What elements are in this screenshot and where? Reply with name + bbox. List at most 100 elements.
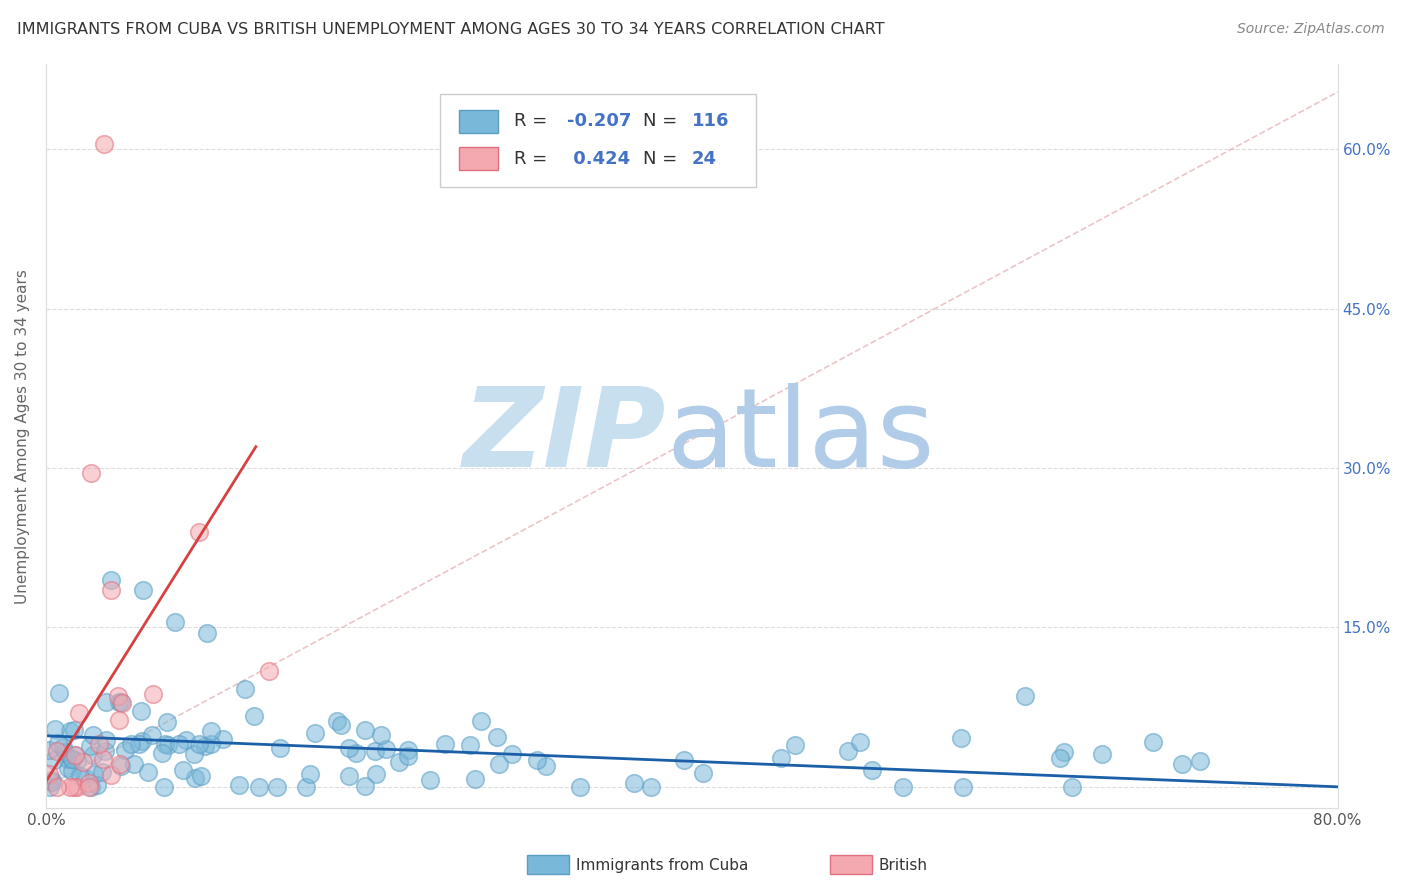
Point (131, 734, 153, 748)
Point (1142, 735, 1164, 749)
Text: 0.424: 0.424 (567, 150, 630, 168)
Point (188, 524, 211, 539)
Point (849, 735, 872, 749)
Point (433, 738, 456, 752)
Point (152, 780, 174, 794)
Point (100, 583, 122, 598)
Point (63, 747, 86, 762)
Point (94, 744, 117, 758)
Text: 24: 24 (692, 150, 717, 168)
Point (41, 775, 63, 789)
Point (38, 767, 60, 781)
Text: British: British (879, 858, 928, 872)
Point (66, 780, 89, 794)
Point (111, 697, 134, 711)
Text: R =: R = (513, 150, 553, 168)
Point (41, 773, 63, 788)
Point (1060, 780, 1083, 794)
Point (1053, 745, 1076, 759)
Point (100, 573, 122, 587)
Bar (460, 111, 498, 133)
Point (46, 736, 69, 750)
Point (194, 739, 217, 753)
Point (534, 758, 557, 772)
Point (233, 682, 256, 697)
Text: -0.207: -0.207 (567, 112, 631, 130)
Point (167, 737, 190, 751)
Point (72, 755, 94, 769)
Text: 116: 116 (692, 112, 730, 130)
Point (132, 583, 155, 598)
Point (242, 708, 264, 723)
Point (79, 739, 101, 753)
Point (470, 714, 492, 728)
Point (388, 756, 411, 770)
Text: IMMIGRANTS FROM CUBA VS BRITISH UNEMPLOYMENT AMONG AGES 30 TO 34 YEARS CORRELATI: IMMIGRANTS FROM CUBA VS BRITISH UNEMPLOY… (17, 22, 884, 37)
Point (136, 764, 159, 779)
Text: Source: ZipAtlas.com: Source: ZipAtlas.com (1237, 22, 1385, 37)
Point (107, 689, 129, 703)
Point (464, 772, 486, 787)
Point (949, 731, 972, 745)
Point (60, 752, 83, 766)
Point (94, 695, 117, 709)
Point (228, 778, 250, 792)
Point (1091, 747, 1114, 761)
Text: R =: R = (513, 112, 553, 130)
Point (91, 752, 114, 766)
Point (67, 706, 90, 720)
Point (337, 740, 360, 755)
Point (344, 747, 367, 761)
Point (783, 738, 806, 752)
Point (114, 742, 136, 756)
Point (952, 780, 974, 794)
Point (396, 748, 419, 763)
Text: ZIP: ZIP (463, 383, 666, 490)
Point (370, 728, 392, 742)
Point (190, 768, 212, 782)
Point (769, 751, 792, 765)
Point (150, 746, 173, 760)
Point (82, 728, 104, 742)
Point (458, 738, 481, 752)
Point (156, 715, 179, 730)
Point (329, 718, 352, 732)
Point (141, 727, 163, 741)
Text: atlas: atlas (666, 383, 935, 490)
Point (488, 756, 510, 771)
Point (1014, 690, 1036, 704)
Text: N =: N = (643, 112, 683, 130)
Point (56, 751, 79, 765)
Point (257, 664, 280, 678)
Point (73, 771, 96, 785)
Point (526, 753, 548, 767)
Point (38, 742, 60, 756)
Point (86, 778, 108, 792)
Point (60, 751, 83, 765)
Point (89, 737, 111, 751)
Point (66, 754, 89, 768)
Point (45, 744, 67, 758)
Point (122, 757, 145, 772)
Point (419, 773, 441, 788)
Text: N =: N = (643, 150, 683, 168)
Point (56, 761, 79, 775)
Point (77, 780, 100, 794)
FancyBboxPatch shape (440, 94, 756, 186)
Point (52, 740, 75, 755)
Point (63, 780, 86, 794)
Point (269, 740, 291, 755)
Y-axis label: Unemployment Among Ages 30 to 34 years: Unemployment Among Ages 30 to 34 years (15, 268, 30, 604)
Point (623, 776, 645, 790)
Point (46, 780, 69, 794)
Point (837, 744, 859, 758)
Point (53, 745, 76, 759)
Point (568, 780, 591, 794)
Point (298, 767, 321, 781)
Point (197, 625, 219, 640)
Point (48, 686, 70, 700)
Bar (460, 147, 498, 169)
Point (501, 747, 523, 761)
Point (396, 743, 419, 757)
Point (304, 726, 326, 740)
